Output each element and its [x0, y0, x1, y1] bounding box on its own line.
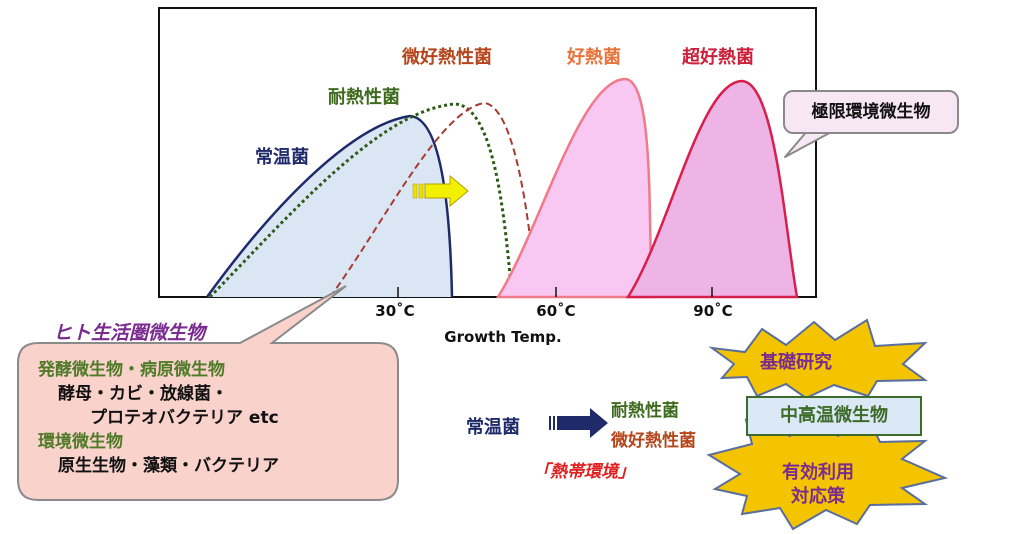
human-sphere-item: 発酵微生物・病原微生物	[38, 360, 225, 380]
human-sphere-list: 発酵微生物・病原微生物酵母・カビ・放線菌・プロテオバクテリア etc 環境微生物原…	[38, 358, 398, 478]
star-bottom-label-2: 対応策	[791, 486, 845, 507]
tick-label-30: 30˚C	[375, 302, 414, 320]
human-sphere-item: プロテオバクテリア etc	[90, 408, 279, 428]
label-hyperthermophile: 超好熱菌	[682, 46, 754, 68]
label-thermophile: 好熱菌	[566, 46, 621, 68]
human-sphere-title: ヒト生活圏微生物	[53, 322, 206, 344]
curve-moderate-thermophile	[329, 101, 537, 298]
human-sphere-item: 酵母・カビ・放線菌・	[58, 384, 228, 404]
star-burst-top	[708, 318, 928, 400]
extreme-callout-pointer	[784, 129, 836, 158]
curve-mesophile	[207, 116, 452, 297]
plot-frame	[158, 7, 817, 298]
curve-hyperthermophile	[625, 79, 799, 299]
curve-mesophile-outline	[205, 114, 454, 298]
flow-source-label: 常温菌	[466, 417, 520, 438]
mid-high-temp-box: 中高温微生物	[746, 396, 922, 436]
label-thermotolerant: 耐熱性菌	[328, 86, 400, 108]
human-sphere-item: 環境微生物	[38, 432, 123, 452]
flow-note: 「熱帯環境」	[533, 462, 635, 482]
star-top-label: 基礎研究	[760, 352, 832, 373]
human-sphere-balloon	[17, 285, 399, 501]
curve-thermophile	[495, 77, 654, 299]
curve-thermotolerant	[208, 102, 514, 299]
tick-label-90: 90˚C	[693, 302, 732, 320]
label-moderate-thermophile: 微好熱性菌	[401, 46, 492, 68]
label-mesophile: 常温菌	[255, 146, 309, 168]
tick-label-60: 60˚C	[536, 302, 575, 320]
flow-target-2: 微好熱性菌	[611, 431, 696, 451]
x-axis-label: Growth Temp.	[444, 328, 561, 346]
shift-arrow-icon	[412, 174, 469, 208]
flow-target-1: 耐熱性菌	[611, 401, 679, 421]
star-bottom-label-1: 有効利用	[782, 462, 854, 483]
flow-arrow-icon	[549, 408, 608, 438]
extreme-microbe-callout: 極限環境微生物	[783, 90, 959, 134]
human-sphere-item: 原生生物・藻類・バクテリア	[58, 456, 279, 476]
